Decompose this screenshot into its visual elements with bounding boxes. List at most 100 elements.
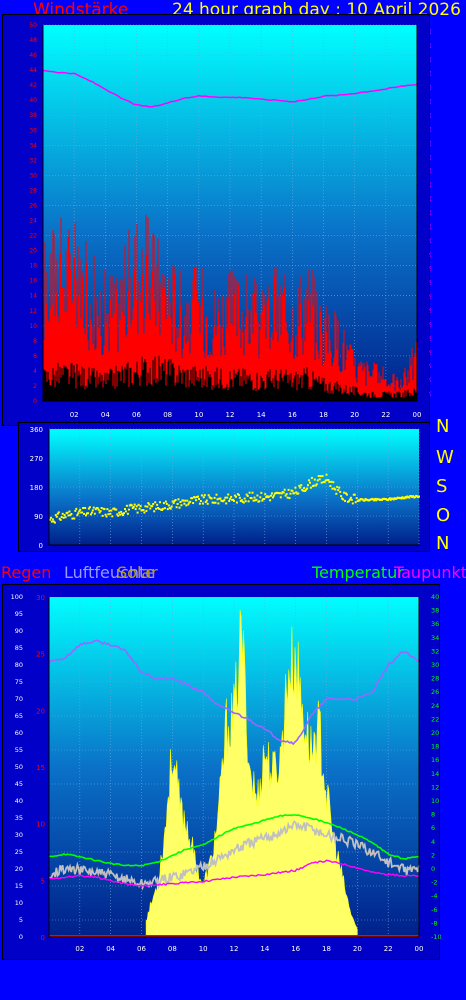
wind-direction-point — [217, 502, 220, 505]
wind-direction-point — [216, 498, 219, 501]
wind-direction-point — [191, 497, 194, 500]
wind-direction-point — [261, 499, 264, 502]
wind-direction-point — [206, 502, 209, 505]
wind-direction-point — [69, 514, 72, 517]
wind-direction-point — [271, 492, 273, 495]
y-right-tick-label: 1010 — [429, 154, 431, 161]
wind-direction-point — [373, 499, 376, 502]
wind-direction-point — [50, 520, 53, 523]
rain-tick-label: 30 — [36, 594, 45, 602]
direction-letter-n-bottom: N — [436, 533, 450, 554]
wind-direction-point — [132, 505, 135, 508]
wind-direction-point — [347, 500, 350, 503]
y-right-tick-label: 982 — [429, 349, 431, 356]
wind-direction-point — [255, 498, 258, 501]
y-right-tick-label: 980 — [429, 363, 431, 370]
x-tick-label: 20 — [350, 411, 359, 419]
temperature-tick-label: 0 — [431, 865, 435, 873]
y-left-tick-label: 26 — [29, 202, 37, 209]
humidity-tick-label: 100 — [11, 593, 23, 601]
direction-letter-n-top: N — [436, 416, 450, 437]
y-left-tick-label: 30 — [29, 172, 37, 179]
x-tick-label: 00 — [415, 945, 424, 953]
rain-tick-label: 5 — [41, 877, 45, 885]
temperature-tick-label: 22 — [431, 715, 439, 723]
temperature-gray-line — [48, 820, 420, 891]
wind-direction-point — [227, 493, 230, 496]
wind-direction-point — [153, 510, 156, 513]
temperature-tick-label: 34 — [431, 634, 439, 642]
wind-direction-point — [299, 486, 302, 489]
wind-direction-point — [287, 488, 290, 491]
wind-direction-point — [164, 500, 167, 503]
wind-direction-point — [305, 488, 308, 491]
wind-direction-point — [258, 500, 261, 503]
wind-direction-point — [162, 502, 165, 505]
wind-direction-point — [59, 518, 62, 521]
wind-direction-point — [92, 506, 95, 509]
wind-direction-point — [358, 499, 361, 502]
wind-direction-point — [105, 515, 108, 518]
wind-direction-point — [91, 509, 94, 512]
rain-tick-label: 25 — [36, 651, 45, 659]
wind-direction-point — [297, 492, 300, 495]
wind-direction-point — [78, 510, 81, 513]
temperature-tick-label: 38 — [431, 607, 439, 615]
wind-direction-point — [101, 514, 104, 517]
wind-direction-point — [225, 502, 228, 505]
wind-direction-point — [312, 484, 315, 487]
y-tick-label: 360 — [30, 426, 43, 434]
temperature-tick-label: 6 — [431, 824, 435, 832]
dewpoint-line — [48, 859, 420, 888]
wind-direction-point — [135, 505, 138, 508]
wind-direction-point — [138, 507, 141, 510]
wind-direction-point — [109, 512, 112, 515]
wind-direction-point — [375, 499, 378, 502]
wind-direction-point — [94, 508, 97, 511]
wind-direction-point — [170, 505, 173, 508]
wind-direction-point — [298, 484, 301, 487]
wind-direction-point — [303, 487, 306, 490]
wind-direction-point — [363, 499, 366, 502]
wind-direction-point — [124, 510, 127, 513]
wind-direction-point — [205, 499, 208, 502]
wind-direction-point — [87, 507, 90, 510]
wind-direction-point — [392, 498, 395, 501]
wind-direction-point — [54, 514, 57, 517]
wind-direction-point — [242, 501, 245, 504]
humidity-tick-label: 30 — [15, 831, 23, 839]
wind-direction-point — [272, 494, 275, 497]
wind-direction-point — [146, 505, 149, 508]
wind-direction-point — [353, 493, 356, 496]
wind-direction-point — [130, 504, 133, 507]
wind-direction-point — [244, 500, 247, 503]
wind-direction-point — [127, 508, 130, 511]
y-right-tick-label: 1008 — [429, 168, 431, 175]
wind-direction-point — [313, 478, 316, 481]
wind-direction-point — [213, 496, 216, 499]
x-tick-label: 18 — [322, 945, 331, 953]
wind-direction-point — [52, 520, 55, 523]
direction-letter-s: S — [436, 476, 448, 497]
rain-tick-label: 0 — [41, 934, 45, 942]
x-tick-label: 22 — [384, 945, 393, 953]
wind-direction-point — [334, 488, 337, 491]
wind-direction-point — [167, 504, 170, 507]
wind-direction-point — [308, 479, 310, 482]
solar-label: Solar — [117, 563, 158, 582]
wind-direction-point — [286, 496, 289, 499]
wind-direction-point — [280, 492, 283, 495]
x-tick-label: 22 — [381, 411, 390, 419]
wind-direction-point — [329, 485, 332, 487]
y-right-tick-label: 988 — [429, 307, 431, 314]
y-right-tick-label: 976 — [429, 391, 431, 398]
wind-direction-point — [137, 503, 140, 506]
y-left-tick-label: 2 — [33, 383, 37, 390]
wind-direction-point — [121, 512, 124, 515]
wind-direction-point — [166, 508, 169, 511]
wind-direction-point — [67, 514, 70, 517]
y-left-tick-label: 34 — [29, 142, 37, 149]
wind-direction-point — [388, 497, 391, 500]
wind-direction-point — [332, 481, 335, 484]
